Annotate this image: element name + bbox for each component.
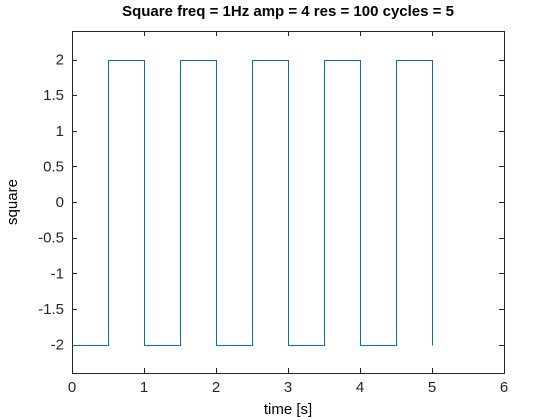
x-tick-label: 5 — [428, 379, 436, 396]
y-tick-label: 2 — [56, 52, 64, 69]
x-tick-label: 6 — [500, 379, 508, 396]
chart-title: Square freq = 1Hz amp = 4 res = 100 cycl… — [122, 3, 454, 20]
square-wave-line — [73, 61, 433, 346]
y-tick-label: -2 — [51, 337, 64, 354]
x-tick-label: 2 — [212, 379, 220, 396]
x-tick-label: 0 — [68, 379, 76, 396]
y-tick-label: 0.5 — [43, 158, 64, 175]
y-tick-label: -0.5 — [38, 230, 64, 247]
x-tick-label: 3 — [284, 379, 292, 396]
y-tick-label: -1.5 — [38, 301, 64, 318]
y-axis-label: square — [4, 179, 21, 225]
y-tick-label: 0 — [56, 194, 64, 211]
y-tick-label: 1.5 — [43, 87, 64, 104]
y-tick-label: 1 — [56, 123, 64, 140]
x-axis-label: time [s] — [264, 401, 312, 418]
x-tick-label: 1 — [140, 379, 148, 396]
y-tick-label: -1 — [51, 265, 64, 282]
x-tick-label: 4 — [356, 379, 364, 396]
